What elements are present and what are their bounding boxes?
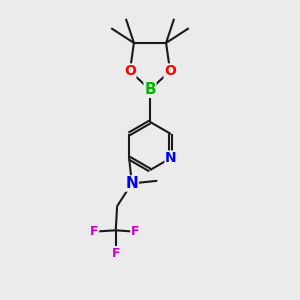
Text: F: F bbox=[131, 225, 139, 238]
Text: F: F bbox=[112, 247, 120, 260]
Text: O: O bbox=[124, 64, 136, 78]
Text: F: F bbox=[90, 225, 99, 238]
Text: N: N bbox=[165, 151, 177, 165]
Text: O: O bbox=[164, 64, 176, 78]
Text: B: B bbox=[144, 82, 156, 97]
Text: N: N bbox=[125, 176, 138, 191]
